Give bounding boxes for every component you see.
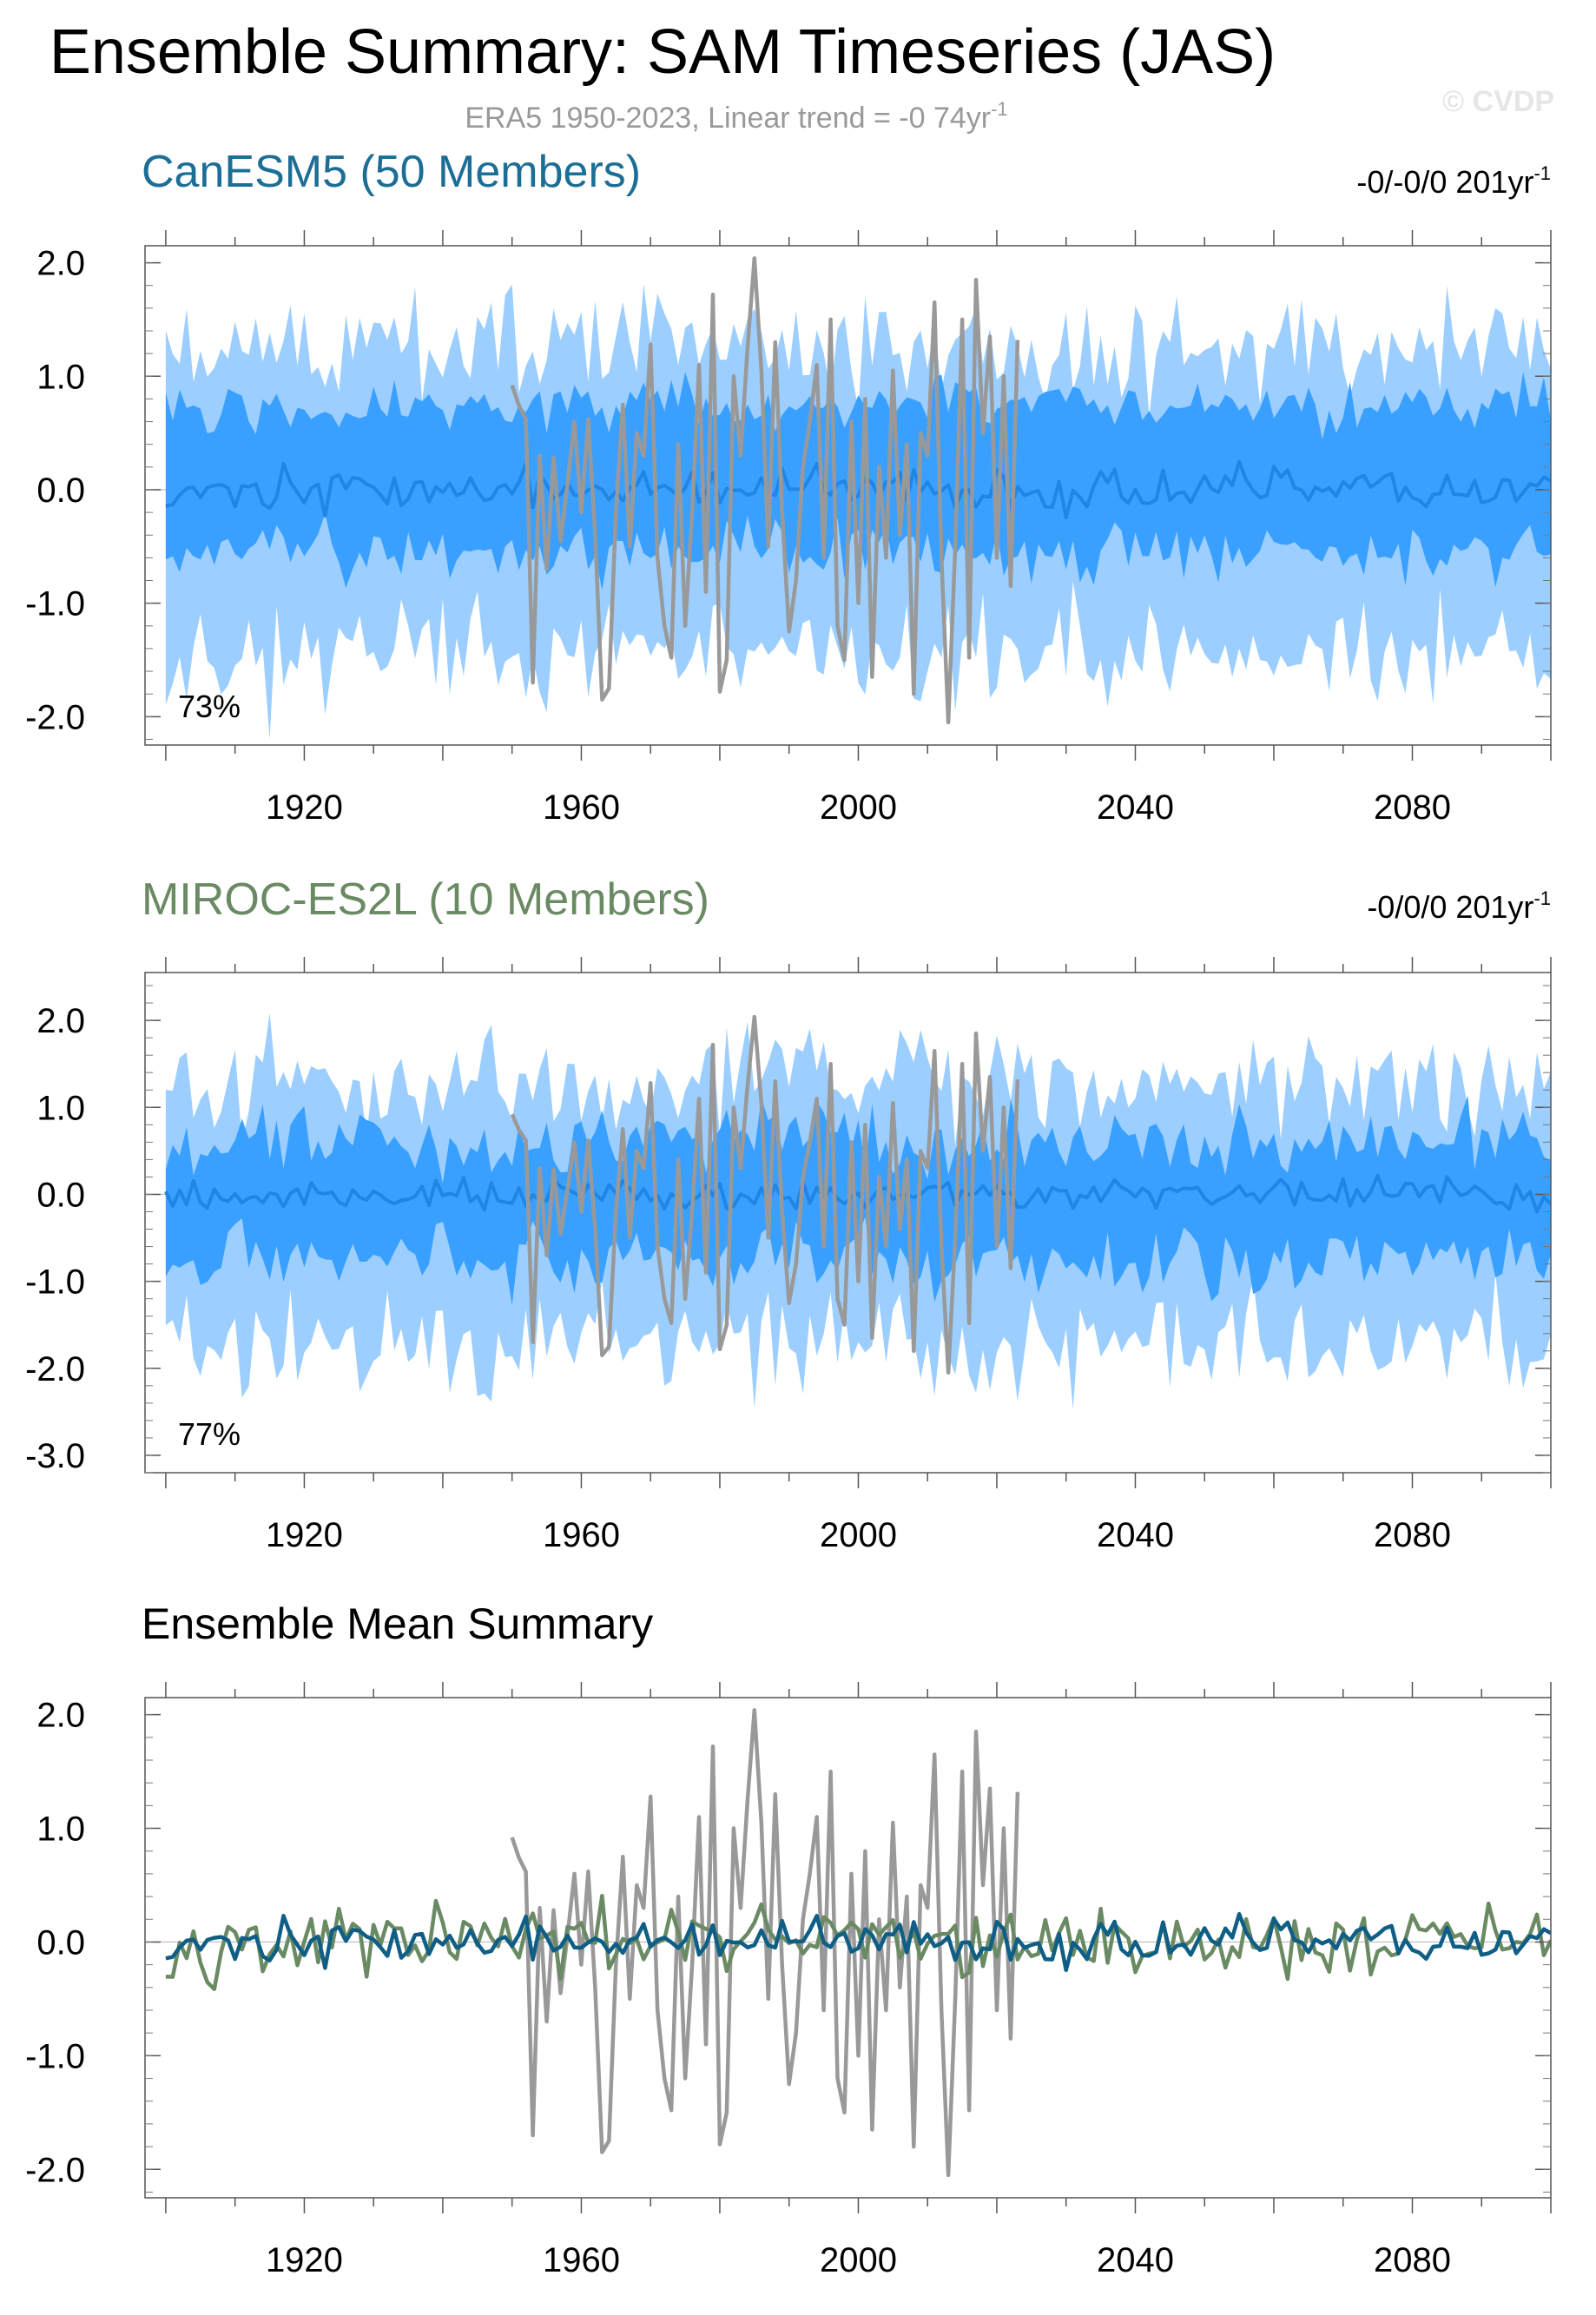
x-tick-label: 1960 [543, 788, 620, 827]
y-tick-label: 2.0 [36, 1697, 85, 1735]
y-tick-label: -1.0 [25, 1263, 85, 1302]
x-tick-label: 2040 [1097, 788, 1174, 827]
x-tick-label: 2040 [1097, 1516, 1174, 1554]
miroc-trend-label: -0/0/0 201yr-1 [1367, 887, 1551, 925]
subtitle-main: ERA5 1950-2023, Linear trend = -0 74yr [465, 102, 991, 135]
y-tick-label: 0.0 [36, 1923, 85, 1962]
x-tick-label: 1920 [266, 788, 343, 827]
canesm-trend-label: -0/-0/0 201yr-1 [1356, 162, 1551, 200]
watermark: © CVDP [1442, 85, 1554, 118]
y-tick-label: 0.0 [36, 1176, 85, 1214]
band-inner [165, 1095, 1551, 1306]
y-tick-label: -2.0 [25, 698, 85, 736]
y-tick-label: 1.0 [36, 358, 85, 396]
x-tick-label: 2080 [1374, 1516, 1451, 1554]
miroc-plot: 2.0 1.0 0.0 -1.0 -2.0 -3.0 1920 1960 2000 2040 208… [25, 957, 1552, 1554]
canesm-mean-line [165, 1911, 1551, 1973]
x-tick-label: 1920 [266, 1516, 343, 1554]
figure-title: Ensemble Summary: SAM Timeseries (JAS) [49, 17, 1276, 87]
pct-label: 77% [178, 1416, 241, 1452]
y-tick-label: 0.0 [36, 472, 85, 510]
x-tick-label: 2040 [1097, 2241, 1174, 2279]
plot-frame [144, 972, 1552, 1474]
obs-line [510, 256, 1020, 725]
y-tick-label: 1.0 [36, 1810, 85, 1849]
x-tick-label: 2000 [820, 2241, 897, 2279]
summary-plot: 2.0 1.0 0.0 -1.0 -2.0 1920 1960 2000 2040 2080 [25, 1682, 1552, 2279]
x-tick-label: 2000 [820, 788, 897, 827]
y-tick-label: 2.0 [36, 1002, 85, 1040]
summary-panel-title: Ensemble Mean Summary [142, 1599, 653, 1648]
x-tick-label: 1960 [543, 1516, 620, 1554]
y-tick-label: -1.0 [25, 2037, 85, 2075]
x-tick-label: 2080 [1374, 788, 1451, 827]
x-tick-label: 2080 [1374, 2241, 1451, 2279]
y-tick-label: 1.0 [36, 1089, 85, 1127]
subtitle: ERA5 1950-2023, Linear trend = -0 74yr-1 [465, 98, 1007, 135]
y-tick-label: -1.0 [25, 585, 85, 623]
obs-line [510, 1014, 1020, 1375]
pct-label: 73% [178, 689, 241, 724]
x-tick-label: 1920 [266, 2241, 343, 2279]
x-tick-label: 2000 [820, 1516, 897, 1554]
plot-area [145, 1708, 1551, 2178]
y-tick-label: -2.0 [25, 2151, 85, 2189]
y-tick-label: -2.0 [25, 1350, 85, 1388]
plot-area [145, 256, 1551, 740]
y-tick-label: -3.0 [25, 1437, 85, 1475]
plot-frame [144, 1697, 1552, 2199]
miroc-mean-line [165, 1893, 1551, 1991]
y-tick-label: 2.0 [36, 245, 85, 283]
canesm-panel-title: CanESM5 (50 Members) [142, 147, 641, 197]
ensemble-mean-line [165, 459, 1551, 520]
subtitle-sup: -1 [991, 98, 1008, 120]
band-inner [165, 372, 1551, 590]
plot-frame [144, 245, 1552, 746]
ensemble-mean-line [164, 1173, 1551, 1214]
miroc-panel-title: MIROC-ES2L (10 Members) [142, 874, 709, 925]
canesm-plot: 2.0 1.0 0.0 -1.0 -2.0 1920 1960 2000 2040 2080 73% [25, 230, 1552, 827]
x-tick-label: 1960 [543, 2241, 620, 2279]
plot-area [145, 1012, 1551, 1410]
